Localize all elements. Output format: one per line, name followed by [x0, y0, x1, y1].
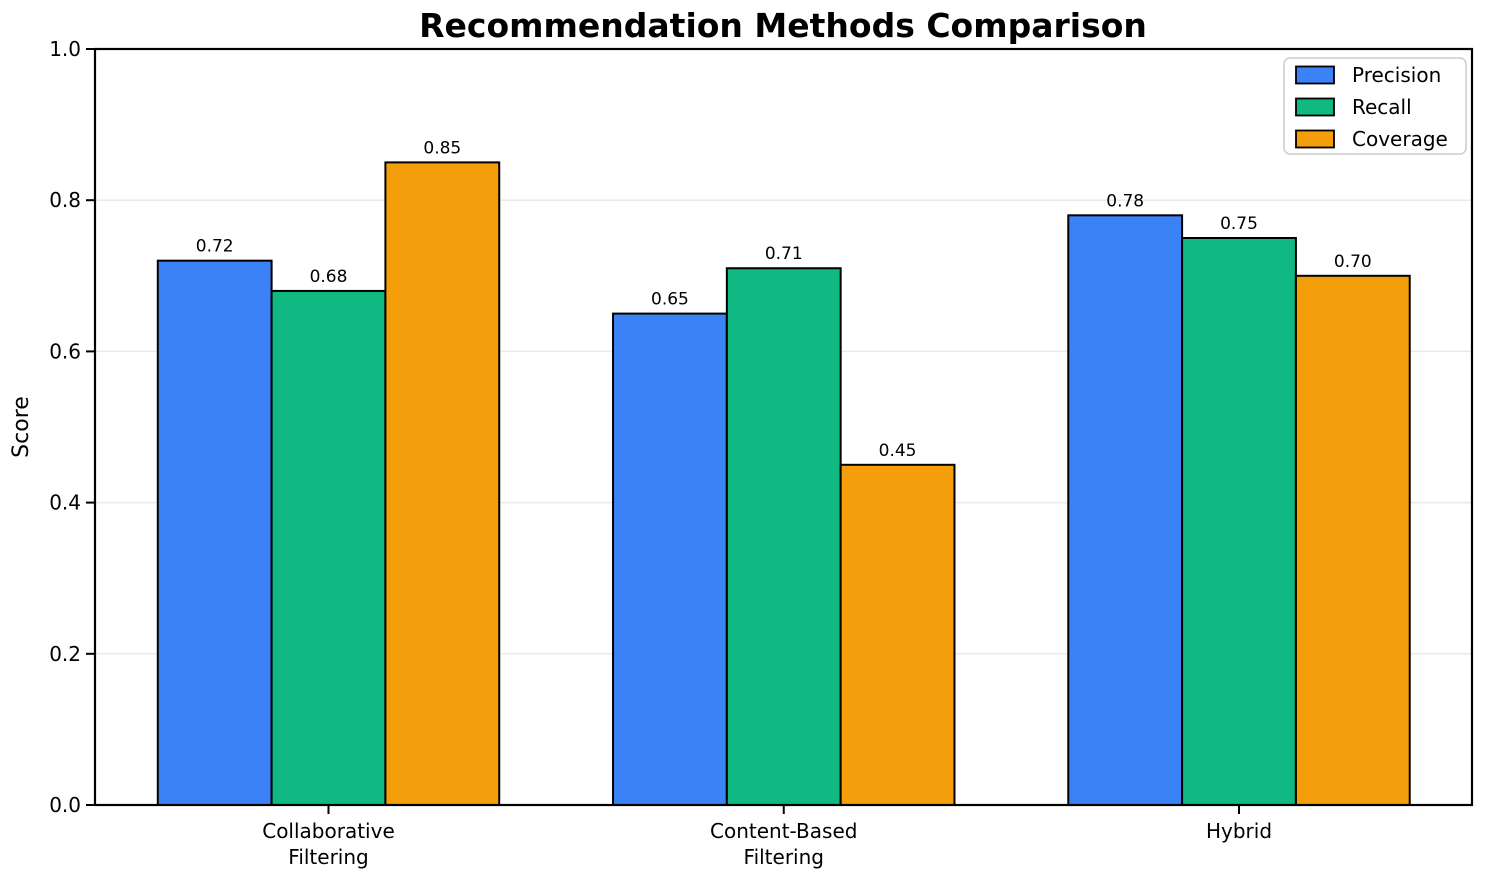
bar-value-label: 0.78 — [1106, 191, 1144, 211]
x-tick-label: Content-Based — [710, 819, 857, 843]
bar-precision — [156, 259, 273, 806]
bar-precision — [612, 312, 728, 806]
legend-label: Precision — [1352, 63, 1441, 87]
bar-coverage — [384, 161, 501, 806]
y-tick-label: 0.2 — [49, 642, 81, 666]
x-tick-label: Collaborative — [262, 819, 395, 843]
bar-precision — [1067, 214, 1184, 806]
plot-area: 0.72 0.65 0.78 0.68 0.71 0.75 0.85 0.45 0.70 0.0 0… — [49, 37, 1474, 869]
bar-recall — [725, 267, 842, 806]
legend-label: Recall — [1352, 95, 1412, 119]
bar-value-label: 0.85 — [423, 138, 461, 158]
bar-value-label: 0.75 — [1220, 214, 1258, 234]
bar-value-label: 0.71 — [765, 244, 803, 264]
x-tick-label: Filtering — [744, 845, 824, 869]
y-tick-label: 1.0 — [49, 37, 81, 61]
legend-label: Coverage — [1352, 127, 1448, 151]
bar-coverage — [1294, 274, 1411, 806]
y-tick-label: 0.4 — [49, 491, 81, 515]
bar-coverage — [839, 463, 956, 806]
x-tick-label: Filtering — [288, 845, 368, 869]
bar-recall — [1181, 237, 1297, 806]
bar-value-label: 0.45 — [879, 441, 917, 461]
bar-value-label: 0.65 — [651, 290, 689, 310]
y-tick-label: 0.0 — [49, 793, 81, 817]
bar-value-label: 0.72 — [196, 237, 234, 257]
bar-recall — [270, 289, 387, 807]
x-tick-label: Hybrid — [1206, 819, 1272, 843]
legend-swatch-precision — [1295, 65, 1335, 85]
legend-swatch-recall — [1295, 97, 1335, 117]
chart-title: Recommendation Methods Comparison — [419, 6, 1147, 45]
y-axis-label: Score — [9, 396, 34, 458]
y-tick-label: 0.8 — [49, 188, 81, 212]
bar-value-label: 0.70 — [1334, 252, 1372, 272]
bar-value-label: 0.68 — [310, 267, 348, 287]
legend-swatch-coverage — [1295, 129, 1335, 149]
y-tick-label: 0.6 — [49, 339, 81, 363]
